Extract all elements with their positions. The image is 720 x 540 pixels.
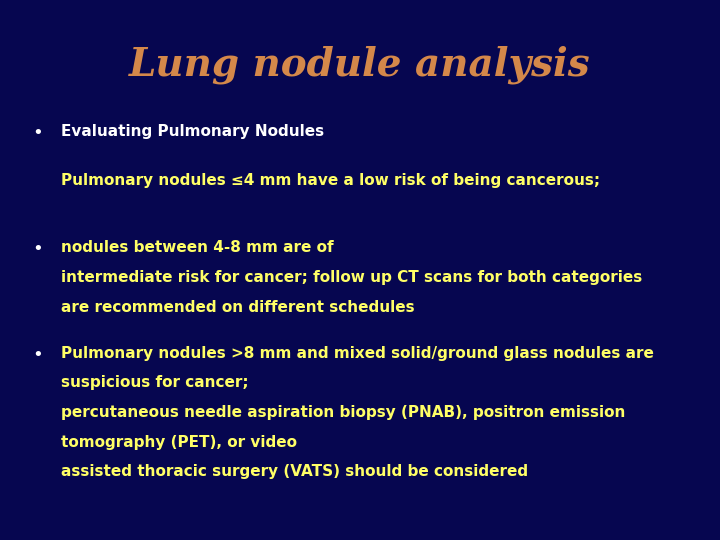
Text: nodules between 4-8 mm are of: nodules between 4-8 mm are of	[61, 240, 334, 255]
Text: intermediate risk for cancer; follow up CT scans for both categories: intermediate risk for cancer; follow up …	[61, 270, 642, 285]
Text: Lung nodule analysis: Lung nodule analysis	[129, 46, 591, 84]
Text: assisted thoracic surgery (VATS) should be considered: assisted thoracic surgery (VATS) should …	[61, 464, 528, 480]
Text: •: •	[32, 124, 43, 142]
Text: tomography (PET), or video: tomography (PET), or video	[61, 435, 297, 450]
Text: suspicious for cancer;: suspicious for cancer;	[61, 375, 249, 390]
Text: •: •	[32, 240, 43, 258]
Text: Pulmonary nodules ≤4 mm have a low risk of being cancerous;: Pulmonary nodules ≤4 mm have a low risk …	[61, 173, 600, 188]
Text: Pulmonary nodules >8 mm and mixed solid/ground glass nodules are: Pulmonary nodules >8 mm and mixed solid/…	[61, 346, 654, 361]
Text: are recommended on different schedules: are recommended on different schedules	[61, 300, 415, 315]
Text: •: •	[32, 346, 43, 363]
Text: Evaluating Pulmonary Nodules: Evaluating Pulmonary Nodules	[61, 124, 324, 139]
Text: percutaneous needle aspiration biopsy (PNAB), positron emission: percutaneous needle aspiration biopsy (P…	[61, 405, 626, 420]
